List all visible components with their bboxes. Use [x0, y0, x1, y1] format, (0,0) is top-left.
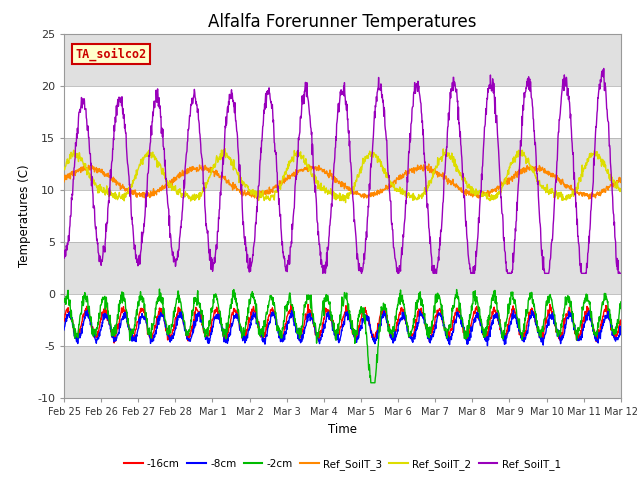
- Bar: [64, 138, 621, 190]
- Bar: [64, 34, 621, 86]
- Text: TA_soilco2: TA_soilco2: [75, 47, 147, 60]
- X-axis label: Time: Time: [328, 423, 357, 436]
- Y-axis label: Temperatures (C): Temperatures (C): [19, 165, 31, 267]
- Bar: [64, 346, 621, 398]
- Title: Alfalfa Forerunner Temperatures: Alfalfa Forerunner Temperatures: [208, 12, 477, 31]
- Bar: [64, 242, 621, 294]
- Legend: -16cm, -8cm, -2cm, Ref_SoilT_3, Ref_SoilT_2, Ref_SoilT_1: -16cm, -8cm, -2cm, Ref_SoilT_3, Ref_Soil…: [120, 455, 565, 474]
